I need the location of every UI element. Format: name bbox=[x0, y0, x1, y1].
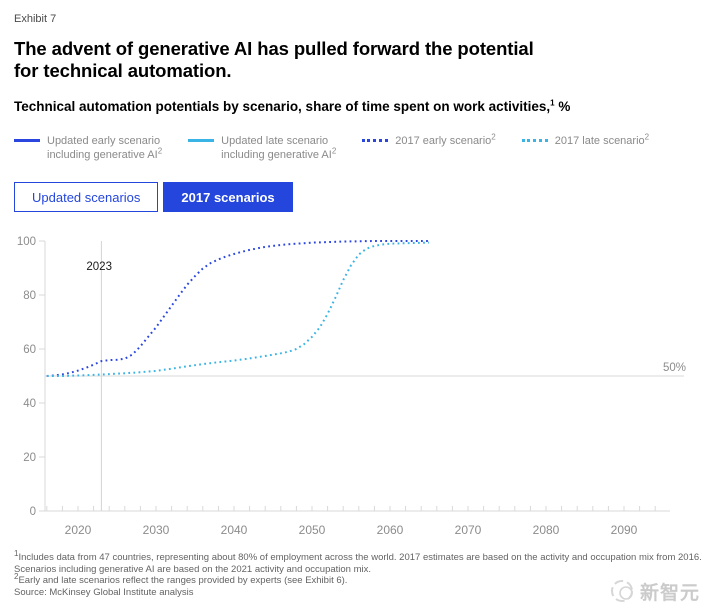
footnote-1-marker: 1 bbox=[14, 548, 19, 558]
y-tick-label: 60 bbox=[23, 344, 36, 356]
subtitle-footnote-marker: 1 bbox=[550, 98, 555, 108]
vline-2023-label: 2023 bbox=[86, 261, 112, 273]
footnote-2: 2Early and late scenarios reflect the ra… bbox=[14, 571, 348, 586]
footnote-1: 1Includes data from 47 countries, repres… bbox=[14, 548, 702, 575]
legend-label: 2017 late scenario2 bbox=[554, 132, 650, 147]
footnotes: 1Includes data from 47 countries, repres… bbox=[14, 548, 708, 598]
legend-item-2017-late-scenario: 2017 late scenario2 bbox=[521, 132, 650, 148]
legend-label: Updated early scenario including generati… bbox=[47, 135, 163, 161]
x-tick-label: 2060 bbox=[377, 523, 404, 537]
y-tick-label: 100 bbox=[17, 236, 36, 248]
chart-legend: Updated early scenario including generati… bbox=[14, 132, 675, 162]
2017-scenarios-button[interactable]: 2017 scenarios bbox=[163, 182, 293, 212]
legend-label: 2017 early scenario2 bbox=[395, 132, 496, 147]
x-tick-label: 2030 bbox=[143, 523, 170, 537]
source-line: Source: McKinsey Global Institute analys… bbox=[14, 586, 194, 598]
exhibit-label: Exhibit 7 bbox=[14, 13, 57, 25]
y-tick-label: 40 bbox=[23, 398, 36, 410]
watermark: 新智元 bbox=[607, 576, 700, 606]
x-tick-label: 2080 bbox=[533, 523, 560, 537]
legend-label: Updated late scenario including generativ… bbox=[221, 135, 337, 161]
updated-scenarios-button[interactable]: Updated scenarios bbox=[14, 182, 159, 212]
footnote-2-marker: 2 bbox=[14, 571, 19, 581]
legend-marker-solid-icon bbox=[188, 139, 215, 142]
title-line-2: for technical automation. bbox=[14, 60, 232, 81]
subtitle-text: Technical automation potentials by scena… bbox=[14, 99, 551, 114]
x-tick-label: 2070 bbox=[455, 523, 482, 537]
hline-50pct-label: 50% bbox=[663, 362, 686, 374]
y-tick-label: 0 bbox=[30, 506, 36, 518]
legend-marker-solid-icon bbox=[14, 139, 40, 142]
x-tick-label: 2090 bbox=[611, 523, 638, 537]
y-tick-label: 20 bbox=[23, 452, 36, 464]
legend-marker-dotted-icon bbox=[521, 139, 548, 142]
page-title: The advent of generative AI has pulled f… bbox=[14, 38, 574, 82]
legend-item-updated-late-scenario: Updated late scenario including generativ… bbox=[188, 134, 336, 162]
x-tick-label: 2020 bbox=[65, 523, 92, 537]
legend-item-2017-early-scenario: 2017 early scenario2 bbox=[362, 132, 496, 148]
title-line-1: The advent of generative AI has pulled f… bbox=[14, 38, 534, 59]
x-tick-label: 2040 bbox=[221, 523, 248, 537]
scenario-toggle-group: Updated scenarios 2017 scenarios bbox=[14, 182, 293, 212]
chart-subtitle: Technical automation potentials by scena… bbox=[14, 99, 674, 114]
legend-item-updated-early-scenario: Updated early scenario including generati… bbox=[14, 134, 162, 162]
y-tick-label: 80 bbox=[23, 290, 36, 302]
watermark-logo-icon bbox=[610, 580, 633, 602]
series-2017-early-scenario bbox=[46, 240, 429, 377]
x-tick-label: 2050 bbox=[299, 523, 326, 537]
watermark-text: 新智元 bbox=[639, 582, 700, 604]
legend-marker-dotted-icon bbox=[362, 139, 389, 142]
subtitle-unit: % bbox=[554, 99, 571, 114]
